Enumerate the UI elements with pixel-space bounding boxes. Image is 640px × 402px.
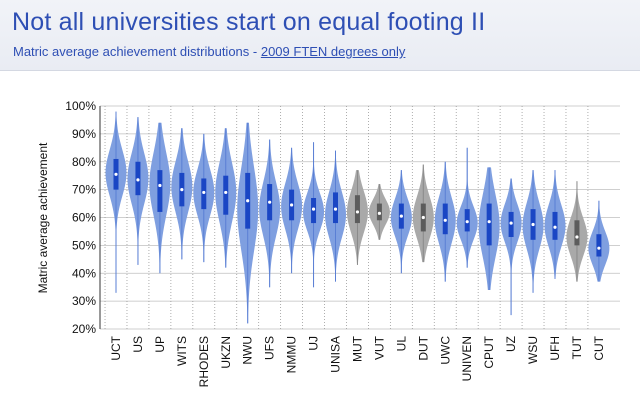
median-dot-ufh [553,225,557,229]
median-dot-rhodes [202,190,206,195]
category-label-cput: CPUT [482,335,496,368]
category-label-uwc: UWC [438,336,452,365]
category-label-ufh: UFH [548,336,562,361]
median-dot-cput [487,220,491,224]
y-tick-label: 50% [72,238,96,252]
y-tick-label: 60% [72,211,96,225]
median-dot-ul [399,214,403,218]
median-dot-up [158,183,162,188]
median-dot-wits [180,188,184,192]
iqr-box-tut [574,220,580,246]
header: Not all universities start on equal foot… [0,0,640,71]
y-axis-label: Matric average achievement [36,142,50,293]
median-dot-ufs [268,200,272,204]
category-label-cut: CUT [592,335,606,360]
median-dot-uwc [443,218,447,222]
category-label-uz: UZ [504,336,518,352]
category-label-ufs: UFS [263,336,277,360]
median-dot-tut [575,235,579,239]
median-dot-ukzn [224,190,228,195]
category-label-ukzn: UKZN [219,336,233,369]
y-tick-label: 100% [65,99,96,113]
category-label-dut: DUT [416,335,430,360]
iqr-box-ukzn [223,175,229,215]
category-label-tut: TUT [570,335,584,359]
median-dot-uj [311,207,316,211]
median-dot-cut [597,246,601,250]
category-label-unisa: UNISA [329,336,343,373]
median-dot-us [136,178,140,182]
category-label-nwu: NWU [241,336,255,365]
category-label-uj: UJ [307,336,321,351]
y-tick-label: 30% [72,294,96,308]
y-tick-label: 20% [72,322,96,336]
category-label-wits: WITS [175,336,189,366]
y-tick-label: 90% [72,127,96,141]
iqr-box-cut [596,234,602,257]
median-dot-unisa [333,207,338,211]
category-label-ul: UL [394,336,408,352]
category-label-up: UP [153,336,167,353]
iqr-box-up [157,170,163,212]
page-title: Not all universities start on equal foot… [12,8,486,36]
category-label-us: US [131,336,145,353]
category-label-mut: MUT [350,335,364,362]
iqr-box-mut [354,195,360,224]
subtitle-link[interactable]: 2009 FTEN degrees only [260,44,406,59]
median-dot-wsu [531,222,535,227]
category-label-nmmu: NMMU [285,336,299,373]
median-dot-uct [114,172,118,176]
category-label-rhodes: RHODES [197,336,211,387]
category-label-univen: UNIVEN [460,336,474,381]
median-dot-vut [377,211,381,215]
median-dot-univen [465,220,469,224]
y-tick-label: 40% [72,266,96,280]
median-dot-nmmu [290,203,294,207]
violins [105,111,610,324]
y-tick-label: 70% [72,183,96,197]
median-dot-dut [421,215,425,220]
median-dot-mut [355,210,360,214]
category-label-vut: VUT [372,335,386,360]
median-dot-uz [509,221,513,225]
subtitle-prefix: Matric average achievement distributions… [13,44,261,59]
iqr-box-cput [486,203,492,246]
page-subtitle: Matric average achievement distributions… [13,44,405,59]
category-label-wsu: WSU [526,336,540,364]
x-tick-labels: UCT US UP WITS RHODES UKZN NWU UFS NMMU UJ UNISA MU… [109,335,606,387]
median-dot-nwu [246,199,250,203]
category-label-uct: UCT [109,335,123,360]
y-tick-labels: 20% 30% 40% 50% 60% 70% 80% 90% 100% [65,99,96,336]
y-tick-label: 80% [72,155,96,169]
